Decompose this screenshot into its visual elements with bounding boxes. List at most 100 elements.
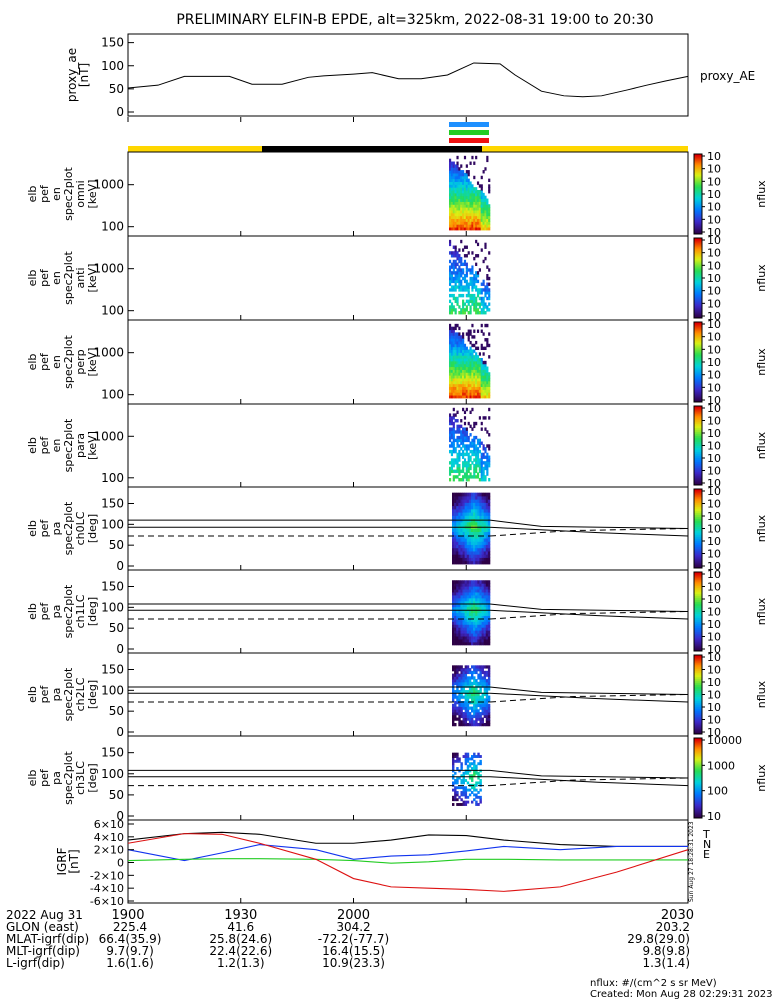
spectrogram-pixel [449, 201, 452, 205]
spectrogram-pixel [478, 469, 481, 473]
spectrogram-pixel [468, 712, 472, 716]
spectrogram-pixel [479, 512, 482, 516]
spectrogram-pixel [473, 609, 476, 614]
spectrogram-pixel [488, 458, 491, 462]
spectrogram-pixel [473, 452, 476, 457]
spectrogram-pixel [475, 684, 478, 688]
spectrogram-pixel [452, 695, 455, 699]
spectrogram-pixel [462, 676, 465, 680]
y-tick-label: 0 [116, 809, 124, 823]
spectrogram-pixel [463, 472, 467, 476]
spectrogram-pixel [465, 375, 468, 379]
spectrogram-pixel [462, 591, 465, 596]
spectrogram-pixel [462, 712, 465, 716]
spectrogram-pixel [466, 752, 470, 756]
colorbar-cell [694, 465, 702, 468]
spectrogram-pixel [460, 591, 463, 596]
spectrogram-pixel [473, 495, 476, 500]
spectrogram-pixel [473, 544, 476, 549]
spectrogram-pixel [464, 609, 468, 614]
spectrogram-pixel [481, 580, 484, 584]
spectrogram-pixel [473, 441, 476, 445]
colorbar-cell [694, 621, 702, 624]
spectrogram-pixel [452, 207, 455, 211]
spectrogram-pixel [483, 676, 487, 680]
spectrogram-pixel [463, 377, 467, 382]
spectrogram-pixel [471, 547, 474, 552]
spectrogram-pixel [486, 155, 489, 160]
spectrogram-pixel [458, 346, 461, 351]
spectrogram-pixel [480, 360, 483, 365]
spectrogram-pixel [468, 505, 472, 510]
spectrogram-pixel [480, 392, 483, 396]
spectrogram-pixel [454, 609, 457, 614]
spectrogram-pixel [464, 521, 468, 526]
colorbar-cell [694, 645, 702, 648]
spectrogram-pixel [471, 720, 474, 724]
spectrogram-pixel [484, 167, 487, 171]
spectrogram-pixel [477, 641, 480, 646]
y-axis-label: elb [26, 186, 39, 203]
colorbar-cell [694, 370, 702, 373]
spectrogram-pixel [454, 594, 457, 599]
spectrogram-pixel [480, 209, 483, 214]
spectrogram-pixel [481, 502, 484, 507]
spectrogram-pixel [486, 305, 489, 309]
spectrogram-pixel [485, 630, 489, 634]
spectrogram-pixel [458, 512, 461, 516]
spectrogram-pixel [454, 323, 457, 328]
spectrogram-pixel [482, 296, 485, 301]
spectrogram-pixel [484, 416, 487, 420]
spectrogram-pixel [462, 788, 465, 792]
spectrogram-pixel [475, 800, 478, 804]
spectrogram-pixel [473, 534, 476, 539]
spectrogram-pixel [487, 534, 491, 539]
spectrogram-pixel [450, 190, 454, 194]
spectrogram-pixel [464, 612, 468, 616]
spectrogram-pixel [460, 441, 463, 445]
spectrogram-pixel [487, 624, 491, 628]
spectrogram-pixel [458, 469, 461, 473]
y-axis-label: pef [38, 436, 51, 455]
spectrogram-pixel [475, 395, 478, 399]
spectrogram-pixel [452, 433, 455, 437]
spectrogram-pixel [454, 438, 457, 443]
spectrogram-pixel [473, 383, 476, 388]
spectrogram-pixel [454, 212, 457, 217]
spectrogram-pixel [449, 349, 452, 353]
spectrogram-pixel [475, 788, 478, 792]
spectrogram-pixel [478, 458, 481, 462]
colorbar-cell [694, 182, 702, 185]
spectrogram-pixel [452, 665, 455, 669]
spectrogram-pixel [458, 636, 461, 640]
spectrogram-pixel [479, 714, 482, 719]
colorbar-cell [694, 522, 702, 526]
spectrogram-pixel [458, 377, 461, 382]
spectrogram-pixel [452, 221, 455, 225]
spectrogram-pixel [456, 224, 459, 228]
colorbar-tick-label: 10 [707, 810, 721, 823]
spectrogram-pixel [473, 712, 476, 716]
spectrogram-pixel [467, 181, 470, 185]
spectrogram-pixel [458, 343, 461, 348]
spectrogram-pixel [467, 355, 470, 359]
spectrogram-pixel [456, 547, 459, 552]
x-row-label: MLAT-igrf(dip) [6, 932, 89, 946]
spectrogram-pixel [473, 449, 476, 454]
igrf-line-T [127, 831, 688, 848]
spectrogram-pixel [454, 346, 457, 351]
colorbar-tick-label: 103 [707, 369, 721, 382]
spectrogram-pixel [449, 355, 452, 359]
spectrogram-pixel [456, 427, 459, 431]
spectrogram-pixel [454, 554, 457, 558]
spectrogram-pixel [481, 627, 484, 631]
spectrogram-pixel [452, 259, 455, 264]
spectrogram-pixel [486, 372, 489, 376]
colorbar-cell [694, 676, 702, 680]
spectrogram-pixel [456, 757, 459, 761]
spectrogram-pixel [450, 461, 454, 465]
spectrogram-pixel [452, 268, 455, 272]
colorbar-cell [694, 550, 702, 553]
spectrogram-pixel [454, 413, 457, 417]
spectrogram-pixel [469, 360, 472, 365]
